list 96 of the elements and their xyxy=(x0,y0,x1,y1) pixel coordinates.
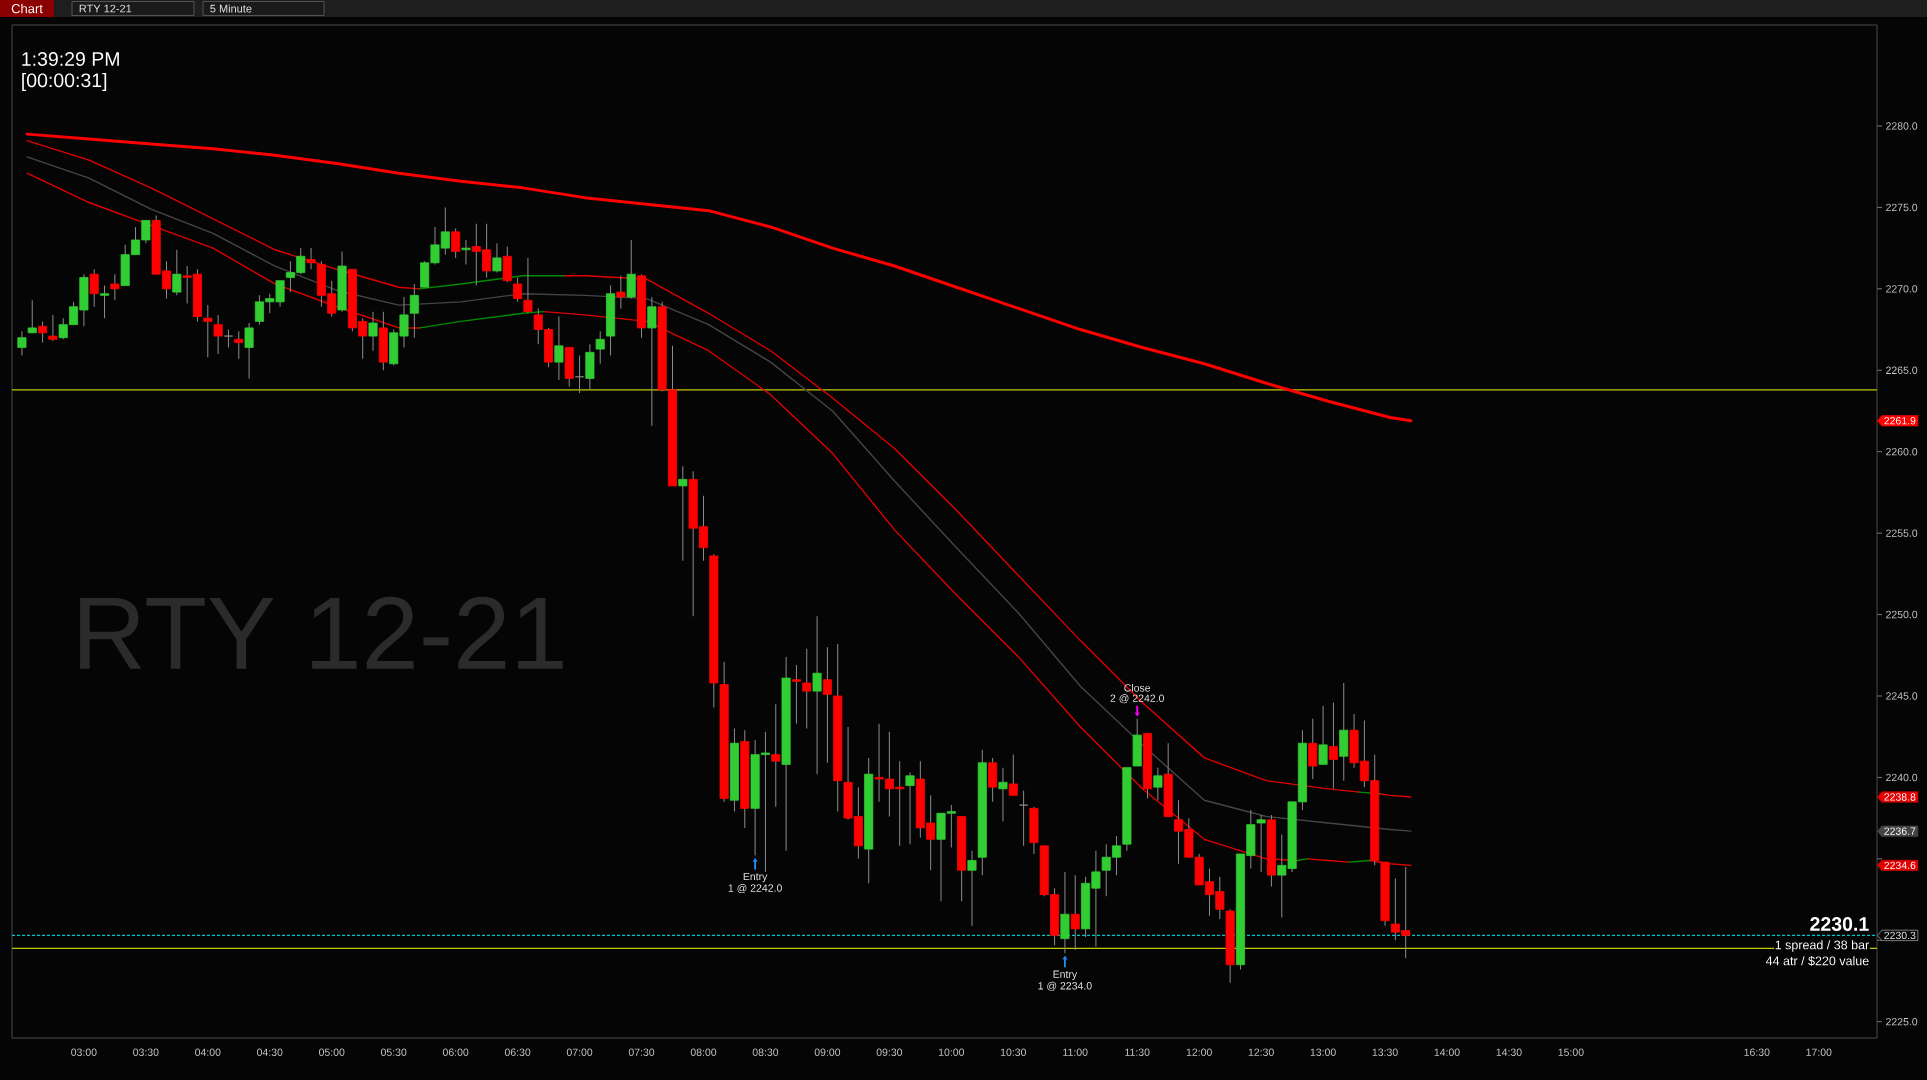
x-tick-label: 16:30 xyxy=(1744,1048,1770,1056)
candlestick xyxy=(967,850,977,927)
text: 5 Minute xyxy=(210,4,252,13)
annotation: 1:39:29 PM xyxy=(22,52,119,66)
candlestick xyxy=(626,239,636,300)
x-tick-label: 17:00 xyxy=(1806,1048,1832,1056)
x-tick-label: 10:00 xyxy=(938,1048,965,1056)
annotation: 1 @ 2234.0 xyxy=(1038,981,1092,991)
candlestick xyxy=(17,330,27,357)
x-tick-label: 07:00 xyxy=(566,1048,593,1056)
y-tick-label: 2255.0 xyxy=(1886,529,1918,537)
x-tick-label: 05:30 xyxy=(380,1048,407,1056)
line-series xyxy=(25,132,1413,423)
candlestick xyxy=(89,268,99,308)
candlestick xyxy=(523,257,533,314)
candlestick xyxy=(1070,874,1080,951)
annotation: 1 spread / 38 bar xyxy=(1775,940,1869,952)
y-tick-label: 2265.0 xyxy=(1886,366,1918,374)
text: 2238.8 xyxy=(1884,793,1916,801)
x-tick-label: 12:00 xyxy=(1186,1048,1212,1056)
y-tick-label: 2225.0 xyxy=(1886,1018,1918,1026)
candlestick xyxy=(409,283,419,339)
annotation: 2230.1 xyxy=(1810,917,1869,931)
text: 2236.7 xyxy=(1884,827,1916,835)
candlestick xyxy=(451,228,461,259)
candlestick xyxy=(771,703,781,808)
candlestick xyxy=(802,648,812,730)
x-tick-label: 09:30 xyxy=(876,1048,903,1056)
x-tick-label: 03:00 xyxy=(71,1048,97,1056)
candlestick xyxy=(822,646,832,764)
candlestick xyxy=(1256,814,1266,873)
y-tick-label: 2240.0 xyxy=(1886,773,1918,782)
text: 2261.9 xyxy=(1884,417,1916,425)
candlestick xyxy=(27,299,37,334)
candlestick xyxy=(616,275,626,309)
candlestick xyxy=(244,322,254,379)
annotation: 1 @ 2242.0 xyxy=(728,884,782,894)
candlestick xyxy=(812,615,822,775)
x-tick-label: 13:30 xyxy=(1372,1048,1398,1056)
x-tick-label: 08:00 xyxy=(690,1048,717,1056)
y-tick-label: 2245.0 xyxy=(1886,692,1918,700)
annotation: Entry xyxy=(1053,970,1078,981)
y-tick-label: 2260.0 xyxy=(1886,447,1918,456)
text: RTY 12-21 xyxy=(79,4,132,13)
y-tick-label: 2250.0 xyxy=(1886,610,1918,619)
candlestick xyxy=(513,276,523,303)
candlestick xyxy=(203,304,213,358)
x-tick-label: 07:30 xyxy=(628,1048,655,1056)
candlestick xyxy=(554,316,564,381)
x-tick-label: 04:00 xyxy=(195,1048,221,1056)
candlestick xyxy=(172,249,182,296)
candlestick xyxy=(306,247,316,270)
x-tick-label: 12:30 xyxy=(1248,1048,1274,1056)
candlestick xyxy=(38,320,48,344)
candlestick xyxy=(647,296,657,427)
x-tick-label: 06:00 xyxy=(442,1048,469,1056)
candlestick xyxy=(791,664,801,725)
x-tick-label: 11:00 xyxy=(1063,1048,1088,1056)
x-tick-label: 13:00 xyxy=(1310,1048,1336,1056)
x-tick-label: 04:30 xyxy=(257,1048,283,1056)
text: Chart xyxy=(11,3,43,14)
x-tick-label: 06:30 xyxy=(504,1048,531,1056)
y-tick-label: 2270.0 xyxy=(1886,285,1918,293)
x-tick-label: 09:00 xyxy=(814,1048,841,1056)
candlestick xyxy=(1153,767,1163,801)
candlestick xyxy=(1019,789,1029,847)
candlestick xyxy=(368,311,378,352)
candlestick xyxy=(234,330,244,360)
candlestick xyxy=(100,285,110,319)
candlestick xyxy=(110,273,120,301)
candlestick xyxy=(1008,754,1018,796)
candlestick xyxy=(48,314,58,342)
candlestick xyxy=(461,239,471,265)
x-tick-label: 14:00 xyxy=(1434,1048,1460,1056)
candlestick xyxy=(1318,705,1328,765)
candlestick xyxy=(905,772,915,845)
candlestick xyxy=(1308,718,1318,780)
x-tick-label: 15:00 xyxy=(1558,1048,1584,1056)
candlestick xyxy=(678,465,688,562)
text: 2234.6 xyxy=(1884,861,1916,870)
candlestick xyxy=(1328,702,1338,790)
annotation: 44 atr / $220 value xyxy=(1765,955,1869,967)
candlestick xyxy=(492,242,502,274)
x-tick-label: 10:30 xyxy=(1000,1048,1027,1056)
x-tick-label: 05:00 xyxy=(318,1048,345,1056)
ref-line-label: 2230.3 xyxy=(1884,931,1916,940)
x-tick-label: 11:30 xyxy=(1125,1048,1150,1056)
annotation: [00:00:31] xyxy=(22,72,107,92)
x-tick-label: 14:30 xyxy=(1496,1048,1522,1056)
annotation: Entry xyxy=(743,872,768,883)
y-tick-label: 2275.0 xyxy=(1886,203,1918,212)
candlestick xyxy=(998,767,1008,822)
x-tick-label: 08:30 xyxy=(752,1048,779,1056)
y-tick-label: 2280.0 xyxy=(1886,122,1918,130)
candlestick xyxy=(595,330,605,365)
x-tick-label: 03:30 xyxy=(133,1048,159,1056)
